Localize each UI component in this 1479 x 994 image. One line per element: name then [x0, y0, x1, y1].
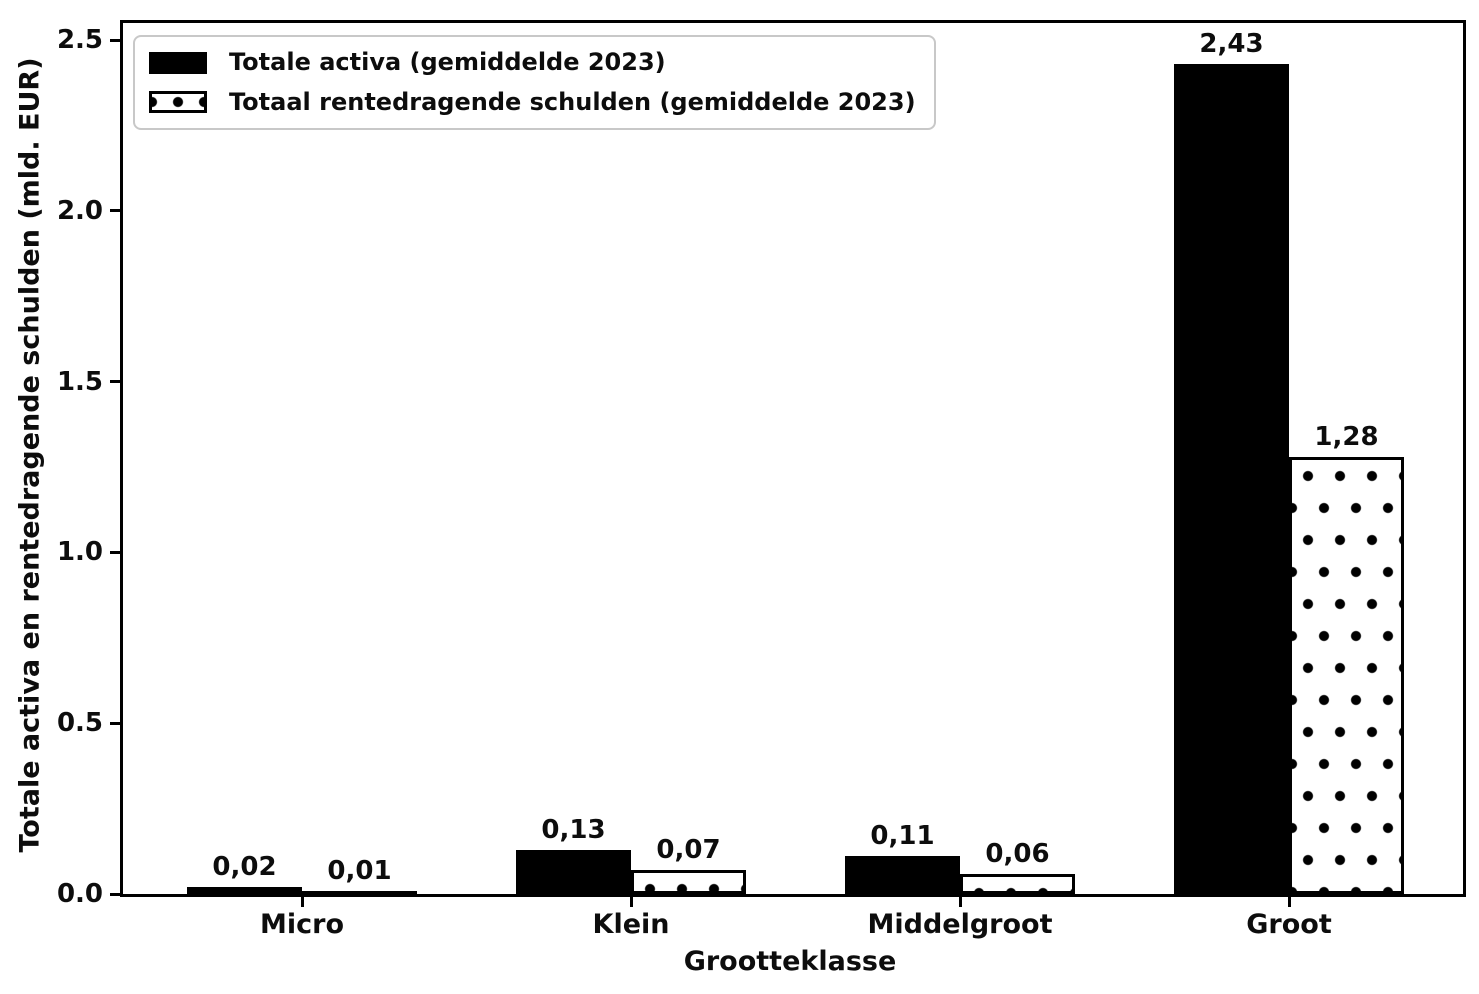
- y-axis-tick: [110, 550, 123, 554]
- y-axis-tick: [110, 380, 123, 384]
- bar-value-label: 0,06: [985, 838, 1050, 869]
- bar-schulden-groot: [1289, 456, 1404, 894]
- y-axis-tick-label: 1.0: [56, 537, 103, 568]
- bar-activa-klein: [516, 849, 631, 894]
- y-axis-tick: [110, 209, 123, 213]
- legend-item-totale-activa: Totale activa (gemiddelde 2023): [149, 48, 916, 77]
- y-axis-tick: [110, 38, 123, 42]
- plot-area: Totale activa (gemiddelde 2023) Totaal r…: [57, 20, 1466, 938]
- y-axis-tick-label: 0.5: [56, 708, 103, 739]
- legend-label-totale-activa: Totale activa (gemiddelde 2023): [229, 48, 666, 76]
- legend-swatch-dotted-icon: [149, 91, 207, 114]
- x-axis-tick: [629, 894, 633, 907]
- y-axis-tick: [110, 721, 123, 725]
- bar-schulden-middelgroot: [960, 873, 1075, 894]
- y-axis-tick: [110, 892, 123, 896]
- legend-swatch-solid-icon: [149, 51, 207, 74]
- bar-value-label: 0,07: [656, 835, 721, 866]
- y-axis-tick-label: 0.0: [56, 879, 103, 909]
- bar-activa-middelgroot: [845, 856, 960, 894]
- bar-value-label: 2,43: [1199, 28, 1264, 59]
- x-axis-tick-label-micro: Micro: [260, 909, 344, 940]
- y-axis-tick-label: 2.0: [56, 195, 103, 226]
- y-axis-tick-label: 2.5: [56, 25, 103, 56]
- bar-activa-groot: [1174, 63, 1289, 894]
- x-axis-tick-label-klein: Klein: [592, 909, 670, 940]
- bar-schulden-micro: [302, 890, 417, 897]
- bar-value-label: 1,28: [1314, 421, 1379, 452]
- bar-value-label: 0,01: [327, 855, 392, 886]
- bar-value-label: 0,11: [870, 821, 935, 852]
- bar-value-label: 0,02: [212, 852, 277, 883]
- y-axis-tick-label: 1.5: [56, 366, 103, 397]
- legend-label-rentedragende-schulden: Totaal rentedragende schulden (gemiddeld…: [229, 87, 916, 116]
- bar-schulden-klein: [631, 870, 746, 894]
- x-axis-tick-label-middelgroot: Middelgroot: [867, 909, 1053, 940]
- legend-item-rentedragende-schulden: Totaal rentedragende schulden (gemiddeld…: [149, 87, 916, 117]
- bar-value-label: 0,13: [541, 814, 606, 845]
- x-axis-label: Grootteklasse: [683, 946, 897, 977]
- bar-activa-micro: [187, 887, 302, 894]
- x-axis-tick: [1287, 894, 1291, 907]
- legend: Totale activa (gemiddelde 2023) Totaal r…: [133, 35, 936, 131]
- x-axis-tick: [958, 894, 962, 907]
- x-axis-tick-label-groot: Groot: [1246, 909, 1332, 940]
- x-axis-tick: [300, 894, 304, 907]
